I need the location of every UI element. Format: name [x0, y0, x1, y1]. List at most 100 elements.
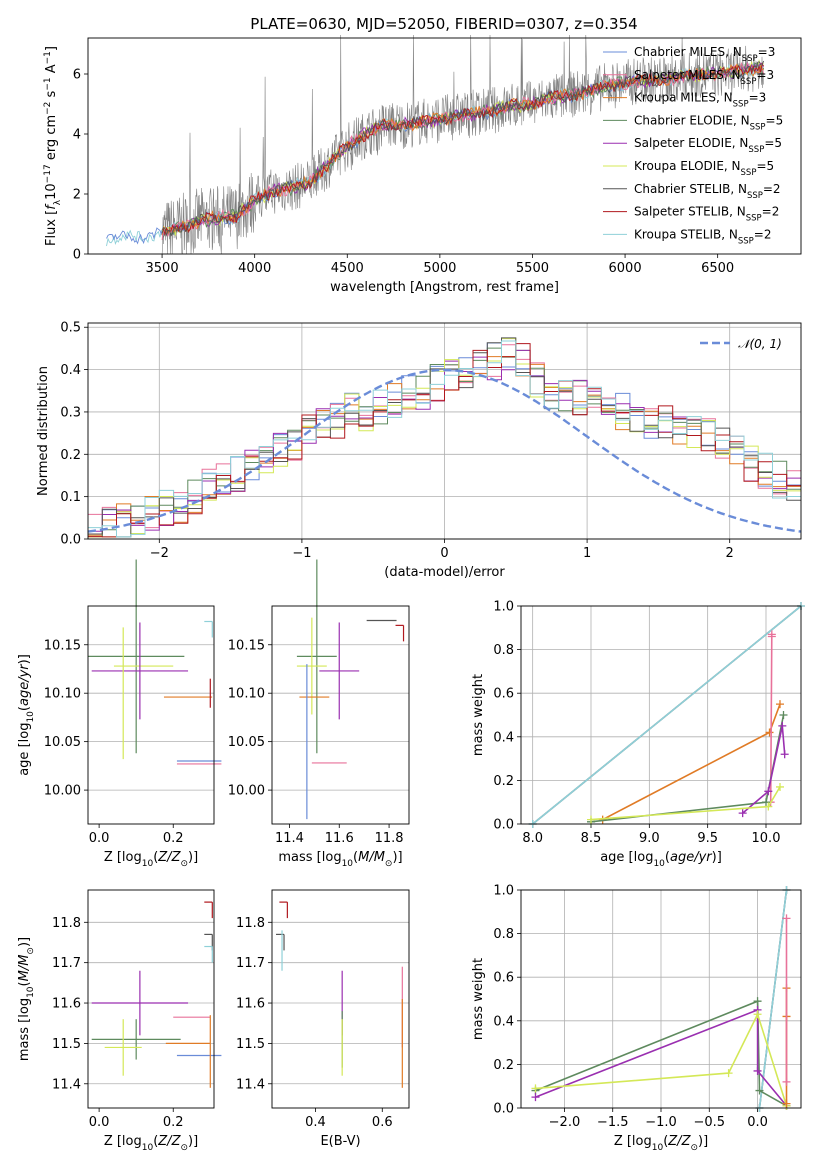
axes-frame	[87, 322, 802, 540]
weight-point	[755, 1086, 764, 1095]
y-tick-label: 10.10	[44, 687, 81, 702]
axes-frame	[87, 605, 215, 825]
axes-frame	[87, 889, 215, 1109]
y-tick-label: 0.4	[60, 363, 81, 378]
x-axis-label: E(B-V)	[320, 1134, 360, 1149]
y-axis-label: mass weight	[471, 958, 486, 1040]
x-tick-label: 0.0	[89, 1115, 110, 1130]
y-tick-label: 1.0	[493, 884, 514, 899]
y-tick-label: 11.7	[52, 956, 81, 971]
x-tick-label: 9.5	[697, 831, 718, 846]
x-tick-label: 0.4	[305, 1115, 326, 1130]
y-tick-label: 10.05	[44, 735, 81, 750]
weight-point	[782, 1077, 791, 1086]
histogram-kroupa-stelib	[88, 340, 801, 538]
weight-line-kroupa-elodie	[535, 1012, 788, 1107]
y-tick-label: 0.1	[60, 490, 81, 505]
y-tick-label: 10.15	[44, 638, 81, 653]
x-tick-label: 4500	[331, 261, 364, 276]
x-tick-label: 4000	[238, 261, 271, 276]
x-axis-label: Z [log10(Z/Z⊙)]	[104, 850, 198, 869]
y-axis-label: age [log10(age/yr)]	[17, 654, 36, 776]
y-tick-label: 1.0	[493, 600, 514, 615]
legend-label: Salpeter MILES, NSSP=3	[634, 68, 774, 87]
weight-point	[780, 750, 789, 759]
x-tick-label: −2	[150, 546, 169, 561]
axes-frame	[87, 37, 802, 255]
x-axis-label: mass [log10(M/M⊙)]	[278, 850, 402, 869]
y-axis-label: mass weight	[471, 674, 486, 756]
y-tick-label: 0.6	[493, 687, 514, 702]
y-tick-label: 11.5	[52, 1037, 81, 1052]
x-tick-label: 6500	[701, 261, 734, 276]
y-tick-label: 6	[73, 68, 81, 83]
weight-line-kroupa-stelib	[532, 605, 802, 825]
figure-title: PLATE=0630, MJD=52050, FIBERID=0307, z=0…	[250, 15, 637, 33]
x-axis-label: (data-model)/error	[384, 565, 505, 580]
x-axis-label: Z [log10(Z/Z⊙)]	[614, 1134, 708, 1153]
weight-point	[531, 1084, 540, 1093]
y-tick-label: 0.5	[60, 321, 81, 336]
weight-vs-age-panel: 8.0 8.5 9.0 9.5 10.0 0.0 0.2 0.4 0.6 0.8 1.0 age [l…	[471, 600, 805, 869]
weight-point	[767, 632, 776, 641]
age-vs-mass-panel: 11.4 11.6 11.8 10.00 10.05 10.10 10.15 mass [lo…	[228, 559, 410, 869]
y-tick-label: 11.6	[236, 997, 265, 1012]
y-tick-label: 11.7	[236, 956, 265, 971]
x-tick-label: −0.5	[693, 1115, 725, 1130]
y-tick-label: 0.3	[60, 405, 81, 420]
weight-point	[782, 914, 791, 923]
x-tick-label: 0	[440, 546, 448, 561]
age-vs-metallicity-panel: 0.0 0.2 10.00 10.05 10.10 10.15 Z [log10(Z/Z⊙)…	[17, 559, 222, 869]
x-tick-label: 11.8	[375, 831, 404, 846]
x-axis-label: wavelength [Angstrom, rest frame]	[330, 280, 559, 295]
y-tick-label: 4	[73, 128, 81, 143]
weight-point	[776, 782, 784, 791]
y-tick-label: 0.8	[493, 927, 514, 942]
weight-point	[764, 787, 773, 796]
x-tick-label: 5500	[516, 261, 549, 276]
weight-point	[765, 728, 774, 737]
x-tick-label: 0.2	[163, 831, 184, 846]
axes-frame	[520, 605, 802, 825]
y-tick-label: 11.6	[52, 997, 81, 1012]
weight-vs-metallicity-panel: −2.0 −1.5 −1.0 −0.5 0.0 0.0 0.2 0.4 0.6 0.8 1.0 Z […	[471, 884, 802, 1153]
y-tick-label: 10.00	[228, 784, 265, 799]
axes-frame	[271, 889, 410, 1109]
x-tick-label: −2.0	[549, 1115, 581, 1130]
x-axis-label: Z [log10(Z/Z⊙)]	[104, 1134, 198, 1153]
legend-label: Chabrier MILES, NSSP=3	[634, 45, 775, 64]
y-tick-label: 0.8	[493, 643, 514, 658]
model-spectrum-chabrier-stelib	[161, 60, 765, 237]
weight-point	[776, 700, 784, 709]
weight-point	[762, 798, 770, 807]
weight-point	[782, 1099, 791, 1108]
y-tick-label: 11.8	[52, 916, 81, 931]
y-tick-label: 0.0	[60, 533, 81, 548]
y-tick-label: 0.6	[493, 971, 514, 986]
weight-line-salpeter-elodie	[535, 1008, 788, 1107]
y-tick-label: 10.00	[44, 784, 81, 799]
axes-frame	[271, 605, 410, 825]
legend-label: Salpeter ELODIE, NSSP=5	[634, 136, 782, 155]
legend-label: 𝒩(0, 1)	[738, 337, 782, 351]
weight-point	[738, 809, 747, 818]
weight-line-chabrier-elodie	[535, 1000, 787, 1107]
x-tick-label: 8.5	[581, 831, 602, 846]
weight-point	[764, 802, 773, 811]
y-tick-label: 11.4	[52, 1077, 81, 1092]
x-tick-label: 2	[726, 546, 734, 561]
y-tick-label: 0.0	[493, 818, 514, 833]
weight-line-chabrier-elodie	[590, 714, 785, 823]
weight-point	[587, 815, 595, 824]
normal-distribution-curve	[87, 368, 802, 533]
x-tick-label: 5000	[423, 261, 456, 276]
y-tick-label: 10.05	[228, 735, 265, 750]
weight-point	[724, 1069, 733, 1078]
x-tick-label: 0.0	[747, 1115, 768, 1130]
weight-point	[779, 711, 788, 719]
axes-frame	[520, 889, 802, 1109]
x-tick-label: 11.6	[325, 831, 354, 846]
x-tick-label: 8.0	[522, 831, 543, 846]
x-tick-label: −1.0	[645, 1115, 677, 1130]
histogram-salpeter-stelib	[88, 343, 801, 538]
